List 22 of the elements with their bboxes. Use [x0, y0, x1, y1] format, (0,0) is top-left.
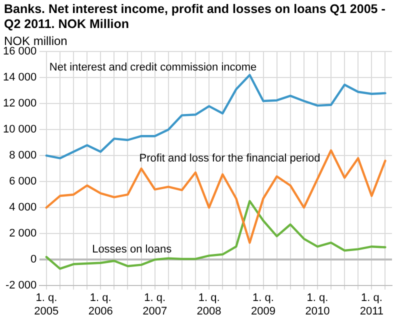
y-tick-label: 14 000 [2, 72, 37, 84]
x-tick-label: 1. q. 2005 [34, 292, 59, 318]
x-tick-label: 1. q. 2011 [360, 292, 384, 318]
x-tick-label: 1. q. 2008 [196, 292, 222, 318]
y-tick-label: 8 000 [9, 150, 37, 162]
series-label: Net interest and credit commission income [49, 62, 257, 74]
y-axis-title: NOK million [4, 34, 68, 48]
x-tick-label: 1. q. 2010 [305, 292, 330, 318]
y-tick-label: -2 000 [5, 280, 37, 292]
x-tick-label: 1. q. 2006 [88, 292, 113, 318]
y-tick-label: 6 000 [9, 176, 37, 188]
series-label: Losses on loans [92, 244, 172, 256]
y-tick-label: 0 [30, 254, 37, 266]
y-tick-label: 12 000 [2, 98, 37, 110]
series-label: Profit and loss for the financial period [139, 152, 320, 165]
x-tick-label: 1. q. 2007 [142, 292, 168, 318]
y-tick-label: 2 000 [9, 228, 37, 240]
y-tick-label: 4 000 [9, 202, 37, 214]
y-tick-label: 10 000 [2, 124, 37, 136]
y-tick-label: 16 000 [2, 46, 37, 58]
x-tick-label: 1. q. 2009 [251, 292, 276, 318]
chart-title: Banks. Net interest income, profit and losses on loans Q1 2005 - Q2 2011. NOK Million [4, 2, 386, 32]
